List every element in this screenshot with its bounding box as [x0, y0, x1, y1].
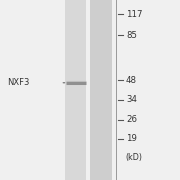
Bar — [65, 0, 86, 180]
Text: 34: 34 — [126, 95, 137, 104]
Text: 48: 48 — [126, 76, 137, 85]
Text: 19: 19 — [126, 134, 137, 143]
Bar — [90, 0, 112, 180]
Text: 26: 26 — [126, 115, 137, 124]
Text: 117: 117 — [126, 10, 143, 19]
Text: (kD): (kD) — [125, 153, 142, 162]
Text: NXF3: NXF3 — [7, 78, 30, 87]
Text: 85: 85 — [126, 31, 137, 40]
